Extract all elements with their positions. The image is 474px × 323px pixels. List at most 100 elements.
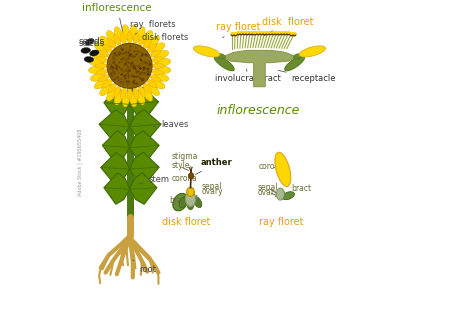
Ellipse shape [120, 88, 126, 99]
Text: style: style [171, 161, 190, 170]
Text: seeds: seeds [78, 39, 105, 48]
Text: leaves: leaves [153, 120, 189, 129]
Text: bract: bract [170, 196, 190, 205]
Ellipse shape [129, 25, 137, 40]
Polygon shape [129, 109, 161, 141]
Text: disk floret: disk floret [162, 216, 210, 226]
Polygon shape [99, 110, 129, 141]
Polygon shape [223, 50, 296, 87]
Ellipse shape [147, 36, 159, 48]
Text: Adobe Stock | #195655408: Adobe Stock | #195655408 [78, 128, 83, 196]
Text: involucral bract: involucral bract [215, 69, 280, 83]
Ellipse shape [155, 66, 171, 73]
Ellipse shape [293, 54, 301, 59]
Ellipse shape [127, 32, 132, 44]
Ellipse shape [155, 58, 171, 66]
Ellipse shape [151, 43, 165, 53]
Ellipse shape [284, 56, 305, 71]
Ellipse shape [185, 191, 196, 207]
Text: disk  floret: disk floret [262, 16, 313, 36]
Ellipse shape [84, 57, 94, 62]
Ellipse shape [137, 27, 145, 41]
Ellipse shape [137, 90, 145, 105]
Polygon shape [129, 152, 159, 184]
Text: corolla: corolla [171, 174, 197, 190]
Circle shape [107, 43, 152, 88]
Text: sepal: sepal [258, 183, 278, 193]
Ellipse shape [143, 83, 152, 93]
Ellipse shape [85, 38, 94, 45]
Polygon shape [101, 152, 129, 184]
Polygon shape [129, 172, 157, 204]
Ellipse shape [100, 36, 112, 48]
Ellipse shape [96, 69, 108, 75]
Ellipse shape [277, 188, 284, 200]
Ellipse shape [142, 88, 153, 101]
Ellipse shape [89, 58, 104, 66]
Ellipse shape [129, 92, 137, 107]
Ellipse shape [275, 152, 291, 186]
Text: ray floret: ray floret [216, 22, 261, 38]
Text: anther: anther [195, 158, 233, 174]
Ellipse shape [187, 187, 194, 196]
Ellipse shape [143, 39, 152, 49]
Ellipse shape [108, 83, 116, 93]
Ellipse shape [99, 50, 110, 57]
Ellipse shape [218, 54, 225, 59]
Ellipse shape [149, 75, 161, 82]
Ellipse shape [89, 66, 104, 73]
Ellipse shape [120, 32, 126, 44]
Text: seeds: seeds [78, 37, 105, 46]
Ellipse shape [99, 75, 110, 82]
Ellipse shape [107, 31, 117, 44]
Ellipse shape [94, 43, 108, 53]
Polygon shape [129, 87, 158, 119]
Ellipse shape [151, 78, 165, 89]
Polygon shape [102, 131, 129, 162]
Ellipse shape [154, 73, 169, 81]
Ellipse shape [81, 47, 91, 53]
Polygon shape [104, 88, 129, 120]
Ellipse shape [114, 86, 121, 97]
Ellipse shape [91, 50, 105, 59]
Ellipse shape [173, 193, 188, 211]
Text: ray  florets: ray florets [129, 20, 175, 34]
Ellipse shape [102, 44, 112, 53]
Text: receptacle: receptacle [278, 70, 336, 83]
Ellipse shape [276, 188, 284, 200]
Polygon shape [129, 130, 159, 162]
Ellipse shape [127, 88, 132, 100]
Ellipse shape [94, 78, 108, 89]
Ellipse shape [146, 79, 157, 88]
Ellipse shape [179, 196, 188, 208]
Polygon shape [104, 172, 129, 204]
Text: ray floret: ray floret [259, 216, 303, 226]
Ellipse shape [138, 35, 146, 46]
Text: corolla: corolla [259, 162, 284, 171]
Ellipse shape [142, 31, 153, 44]
Ellipse shape [107, 88, 117, 101]
Text: inflorescence: inflorescence [82, 3, 152, 31]
Text: ovary: ovary [258, 188, 280, 197]
Ellipse shape [96, 57, 108, 62]
Ellipse shape [193, 196, 202, 208]
Ellipse shape [187, 198, 194, 210]
Ellipse shape [95, 63, 108, 68]
Ellipse shape [151, 69, 163, 75]
Ellipse shape [214, 56, 234, 71]
Ellipse shape [114, 27, 123, 41]
Ellipse shape [114, 35, 121, 46]
Ellipse shape [133, 88, 139, 99]
Text: ovary: ovary [194, 187, 223, 202]
Ellipse shape [154, 50, 169, 59]
Text: bract: bract [289, 184, 311, 196]
Ellipse shape [108, 39, 116, 49]
Ellipse shape [122, 25, 129, 40]
Text: inflorescence: inflorescence [216, 104, 300, 117]
Ellipse shape [152, 63, 164, 68]
Ellipse shape [282, 192, 294, 200]
Ellipse shape [122, 92, 129, 107]
Ellipse shape [114, 90, 123, 105]
Ellipse shape [189, 172, 194, 179]
Ellipse shape [299, 46, 326, 57]
